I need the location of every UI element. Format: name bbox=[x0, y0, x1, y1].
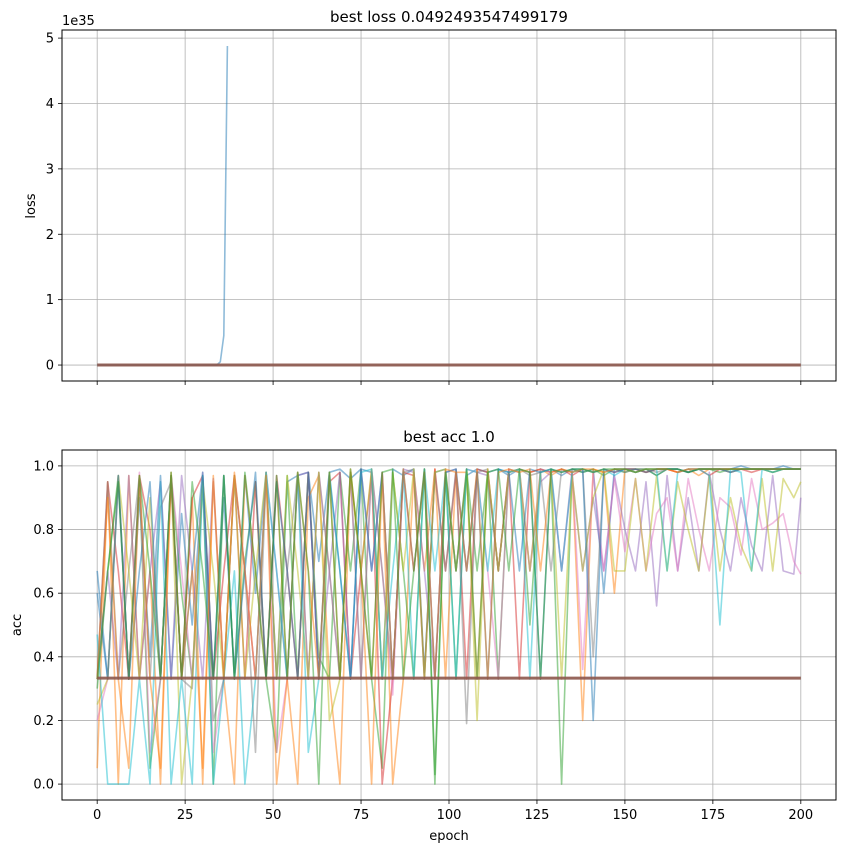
y-tick-label: 3 bbox=[46, 162, 54, 177]
loss-ylabel: loss bbox=[24, 193, 39, 218]
y-tick-label: 4 bbox=[46, 97, 54, 112]
y-tick-label: 5 bbox=[46, 32, 54, 47]
loss-axes-frame bbox=[61, 29, 837, 382]
acc-ylabel: acc bbox=[10, 614, 25, 636]
y-tick-label: 0.0 bbox=[33, 778, 54, 793]
acc-series-group bbox=[96, 465, 802, 785]
x-tick-label: 150 bbox=[612, 808, 637, 823]
y-tick-label: 0 bbox=[46, 359, 54, 374]
x-tick-label: 25 bbox=[177, 808, 194, 823]
x-tick-label: 75 bbox=[353, 808, 370, 823]
x-tick-label: 125 bbox=[525, 808, 550, 823]
x-tick-label: 100 bbox=[437, 808, 462, 823]
acc-title: best acc 1.0 bbox=[403, 428, 495, 446]
acc-subplot: best acc 1.0 acc epoch 0 25 50 75 100 125 150 1… bbox=[10, 428, 837, 844]
x-tick-label: 0 bbox=[93, 808, 101, 823]
acc-xlabel: epoch bbox=[429, 829, 469, 844]
x-tick-label: 175 bbox=[700, 808, 725, 823]
y-tick-label: 1 bbox=[46, 293, 54, 308]
y-tick-label: 0.2 bbox=[33, 714, 54, 729]
y-tick-label: 0.8 bbox=[33, 523, 54, 538]
acc-axes-frame bbox=[61, 449, 837, 801]
y-tick-label: 0.6 bbox=[33, 587, 54, 602]
acc-series-line-10 bbox=[96, 468, 801, 785]
y-tick-label: 2 bbox=[46, 228, 54, 243]
loss-series-group bbox=[97, 45, 801, 367]
loss-series-line-0 bbox=[97, 45, 229, 366]
loss-subplot: best loss 0.0492493547499179 1e35 loss 0… bbox=[24, 8, 837, 385]
x-tick-label: 50 bbox=[265, 808, 282, 823]
y-tick-label: 1.0 bbox=[33, 459, 54, 474]
loss-offset-text: 1e35 bbox=[62, 14, 95, 29]
y-tick-label: 0.4 bbox=[33, 650, 54, 665]
loss-title: best loss 0.0492493547499179 bbox=[330, 8, 568, 26]
x-tick-label: 200 bbox=[788, 808, 813, 823]
acc-series-line-11 bbox=[96, 468, 801, 785]
loss-grid bbox=[62, 30, 836, 381]
